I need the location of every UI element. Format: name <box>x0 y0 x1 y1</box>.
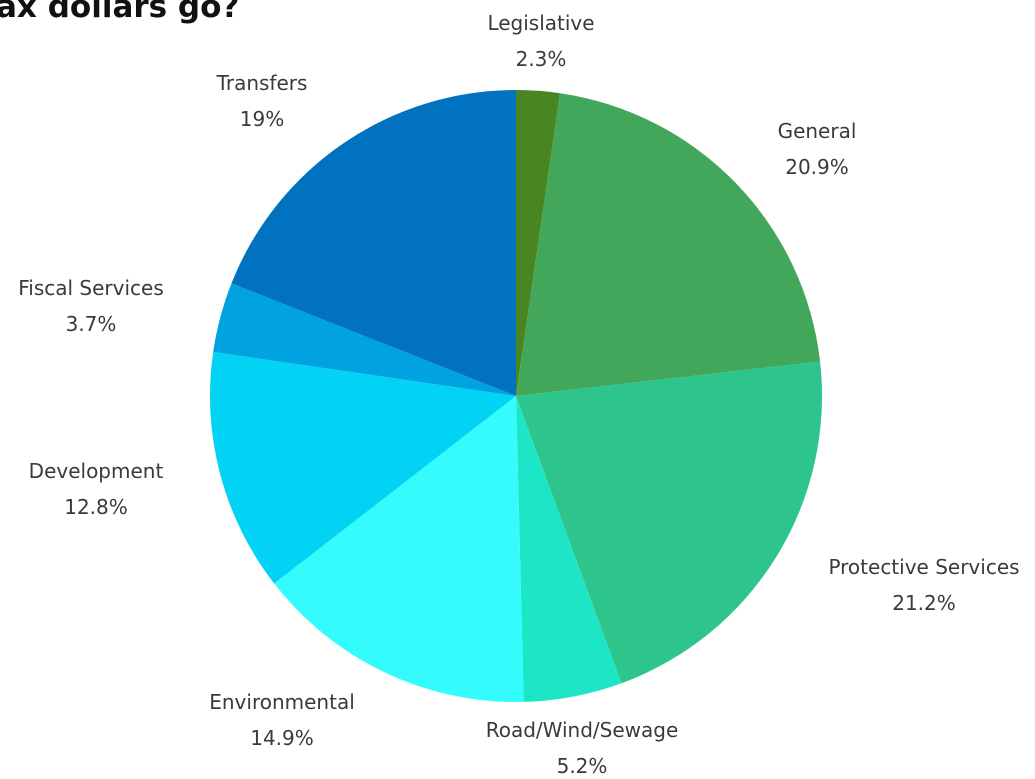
slice-label-development: Development <box>29 459 164 483</box>
chart-title: ax dollars go? <box>0 0 240 25</box>
pie-slices <box>209 90 823 702</box>
slice-value-legislative: 2.3% <box>516 47 567 71</box>
slice-value-fiscal-services: 3.7% <box>66 312 117 336</box>
pie-slice-road-wind-sewage <box>516 396 622 702</box>
pie-slice-environmental <box>274 396 524 702</box>
slice-label-transfers: Transfers <box>216 71 308 95</box>
pie-slice-legislative <box>516 90 561 396</box>
slice-value-development: 12.8% <box>64 495 128 519</box>
slice-value-protective-services: 21.2% <box>892 591 956 615</box>
slice-label-fiscal-services: Fiscal Services <box>18 276 164 300</box>
pie-slice-development <box>209 351 516 584</box>
slice-value-road-wind-sewage: 5.2% <box>557 754 608 778</box>
pie-slice-transfers <box>231 90 517 396</box>
slice-label-general: General <box>778 119 857 143</box>
slice-value-transfers: 19% <box>240 107 284 131</box>
slice-label-environmental: Environmental <box>209 690 355 714</box>
slice-value-environmental: 14.9% <box>250 726 314 750</box>
pie-slice-fiscal-services <box>213 283 516 396</box>
pie-slice-general <box>516 93 821 396</box>
slice-label-protective-services: Protective Services <box>828 555 1019 579</box>
pie-labels: Legislative 2.3% General 20.9% Protective Se… <box>18 11 1019 778</box>
slice-value-general: 20.9% <box>785 155 849 179</box>
slice-label-road-wind-sewage: Road/Wind/Sewage <box>486 718 679 742</box>
slice-label-legislative: Legislative <box>487 11 594 35</box>
pie-slice-protective-services <box>516 361 823 684</box>
